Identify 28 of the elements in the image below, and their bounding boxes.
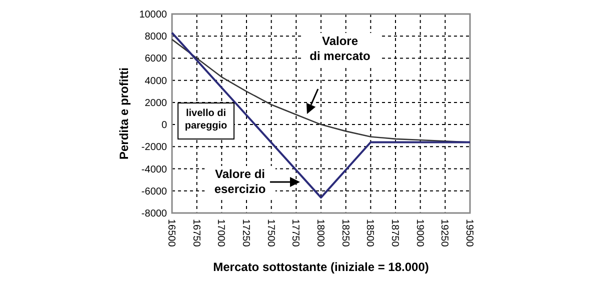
x-tick-label: 19250: [438, 219, 450, 248]
y-tick-label: 10000: [139, 10, 168, 20]
x-tick-label: 17250: [240, 219, 251, 248]
x-tick-label: 18250: [339, 219, 350, 248]
annotation: Valore di esercizio: [214, 167, 266, 196]
x-tick-label: 18500: [364, 219, 376, 248]
x-tick-label: 18750: [389, 219, 400, 248]
x-tick-label: 16750: [190, 219, 202, 248]
x-tick-label: 19500: [464, 219, 474, 248]
x-tick-label: 17500: [264, 219, 276, 248]
y-tick-label: 4000: [144, 76, 168, 87]
x-tick-label: 17750: [290, 219, 301, 248]
x-tick-label: 16500: [166, 219, 176, 248]
y-axis-title: Perdita e profitti: [117, 67, 131, 160]
y-tick-label: -2000: [141, 142, 168, 154]
y-tick-label: 2000: [144, 98, 168, 109]
x-tick-label: 18000: [314, 219, 326, 248]
y-tick-label: -4000: [141, 164, 168, 176]
y-tick-label: 6000: [144, 54, 168, 65]
annotation: livello di pareggio: [184, 108, 228, 132]
y-tick-label: -8000: [141, 208, 168, 220]
x-axis-title: Mercato sottostante (iniziale = 18.000): [213, 260, 429, 274]
x-tick-label: 17000: [215, 219, 226, 248]
annotation: Valore di mercato: [310, 34, 370, 63]
x-tick-label: 19000: [414, 219, 425, 248]
y-tick-label: 0: [161, 120, 168, 132]
y-tick-label: -6000: [141, 186, 168, 198]
y-tick-label: 8000: [144, 32, 168, 43]
